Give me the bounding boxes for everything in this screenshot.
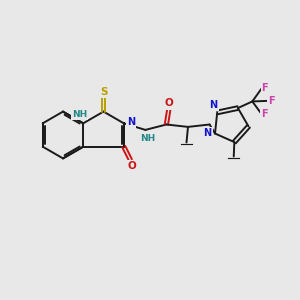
Text: O: O [128, 161, 136, 171]
Text: F: F [262, 83, 268, 93]
Text: N: N [127, 117, 135, 127]
Text: NH: NH [72, 110, 87, 119]
Text: N: N [203, 128, 211, 138]
Text: S: S [100, 87, 107, 97]
Text: F: F [261, 109, 268, 119]
Text: NH: NH [140, 134, 155, 143]
Text: N: N [210, 100, 218, 110]
Text: O: O [164, 98, 173, 109]
Text: F: F [268, 96, 275, 106]
